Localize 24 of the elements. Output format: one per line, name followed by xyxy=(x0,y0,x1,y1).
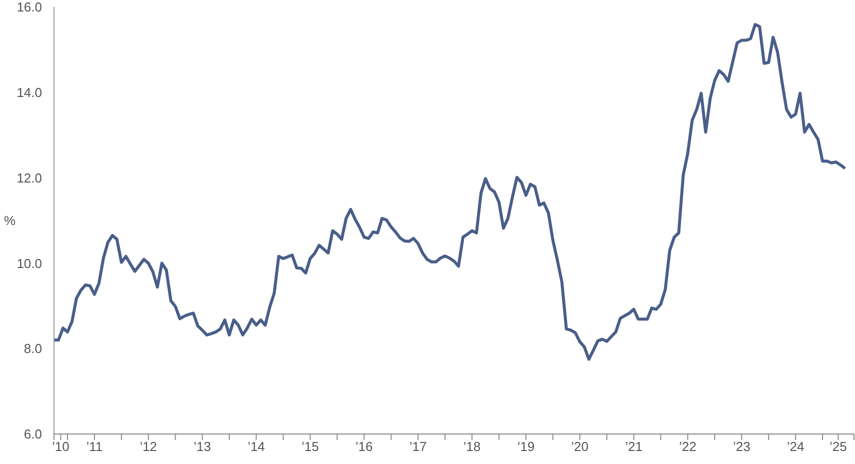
x-tick-label: ’15 xyxy=(302,439,319,454)
x-tick-label: ’24 xyxy=(786,439,804,454)
x-tick-label: ’13 xyxy=(194,439,211,454)
x-tick-label: ’25 xyxy=(830,439,847,454)
x-tick-label: ’14 xyxy=(248,439,265,454)
y-tick-label: 8.0 xyxy=(24,341,42,356)
x-tick-label: ’17 xyxy=(409,439,427,454)
x-tick-label: ’21 xyxy=(625,439,642,454)
y-tick-label: 10.0 xyxy=(16,256,42,271)
x-tick-label: ’22 xyxy=(679,439,696,454)
x-tick-label: ’16 xyxy=(355,439,373,454)
x-tick-label: ’19 xyxy=(517,439,535,454)
x-tick-label: ’18 xyxy=(463,439,481,454)
y-tick-label: 14.0 xyxy=(16,85,42,100)
x-tick-label: ’12 xyxy=(140,439,158,454)
y-tick-label: 12.0 xyxy=(16,170,42,186)
x-tick-label: ’23 xyxy=(732,439,750,454)
x-tick-label: ’11 xyxy=(86,439,103,454)
y-tick-label: 16.0 xyxy=(16,0,42,15)
line-series xyxy=(54,23,847,361)
x-tick-label: ’20 xyxy=(571,439,589,454)
y-axis-title: % xyxy=(4,213,16,228)
y-tick-label: 6.0 xyxy=(24,426,42,442)
x-tick-label: ’10 xyxy=(52,439,70,454)
